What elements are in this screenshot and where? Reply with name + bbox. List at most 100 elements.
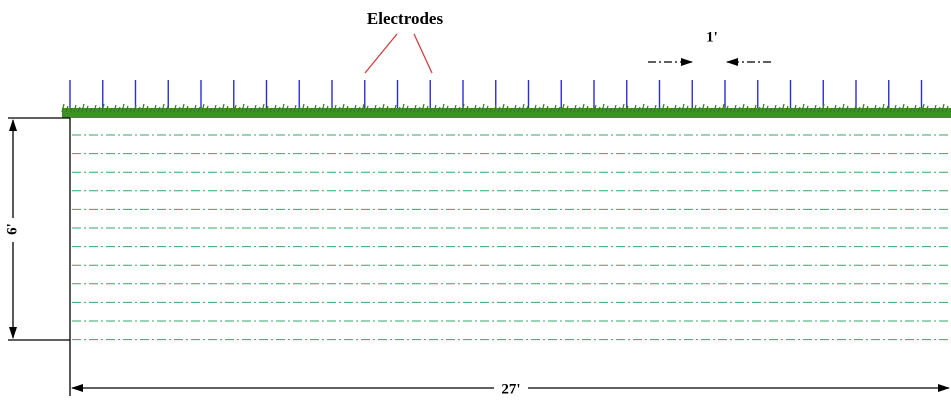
blade [553, 104, 557, 113]
blade [421, 103, 425, 113]
blade [437, 106, 441, 113]
blade [673, 104, 677, 113]
blade [229, 107, 233, 113]
blade [233, 104, 237, 113]
blade [97, 106, 101, 113]
blade [845, 105, 849, 113]
blade [609, 107, 613, 113]
blade [529, 107, 533, 113]
blade [445, 105, 449, 113]
blade [565, 105, 569, 113]
blade [205, 105, 209, 113]
blade [337, 106, 341, 113]
blade [245, 105, 249, 113]
blade [473, 104, 477, 113]
blade [669, 107, 673, 113]
blade [541, 103, 545, 113]
blade [297, 106, 301, 113]
blade [353, 104, 357, 113]
length-label: 27' [501, 381, 520, 397]
blade [941, 103, 945, 113]
blade [305, 105, 309, 113]
blade [753, 104, 757, 113]
grass [62, 108, 951, 118]
blade [269, 107, 273, 113]
pointer-line [364, 33, 398, 74]
blade [409, 107, 413, 113]
blade [817, 106, 821, 113]
blade [333, 104, 337, 113]
blade [881, 103, 885, 113]
blade [645, 105, 649, 113]
blade [341, 103, 345, 113]
blade [237, 106, 241, 113]
blade [813, 104, 817, 113]
blade [709, 107, 713, 113]
depth-label: 6' [4, 223, 20, 235]
blade [365, 105, 369, 113]
blade [277, 106, 281, 113]
blade [597, 106, 601, 113]
blade [585, 105, 589, 113]
blade [601, 103, 605, 113]
blade [505, 105, 509, 113]
blade [393, 104, 397, 113]
blade [321, 103, 325, 113]
blade [425, 105, 429, 113]
blade [201, 103, 205, 113]
blade [809, 107, 813, 113]
blade [301, 103, 305, 113]
blade [389, 107, 393, 113]
blade [145, 105, 149, 113]
soil-layers [72, 134, 951, 341]
blade [153, 104, 157, 113]
blade [805, 105, 809, 113]
blade [525, 105, 529, 113]
blade [633, 104, 637, 113]
blade [177, 106, 181, 113]
grass-blades [61, 103, 951, 113]
blade [61, 103, 65, 113]
blade [449, 107, 453, 113]
blade [361, 103, 365, 113]
blade [181, 103, 185, 113]
blade [725, 105, 729, 113]
blade [909, 107, 913, 113]
blade [653, 104, 657, 113]
blade [629, 107, 633, 113]
blade [801, 103, 805, 113]
blade [789, 107, 793, 113]
blade [293, 104, 297, 113]
blade [209, 107, 213, 113]
blade [261, 103, 265, 113]
blade [313, 104, 317, 113]
blade [693, 104, 697, 113]
blade [741, 103, 745, 113]
blade [773, 104, 777, 113]
blade [501, 103, 505, 113]
blade [289, 107, 293, 113]
blade [705, 105, 709, 113]
blade [453, 104, 457, 113]
blade [581, 103, 585, 113]
blade [257, 106, 261, 113]
blade [105, 105, 109, 113]
blade [517, 106, 521, 113]
blade [241, 103, 245, 113]
blade [917, 106, 921, 113]
blade [193, 104, 197, 113]
blade [717, 106, 721, 113]
blade [681, 103, 685, 113]
blade [377, 106, 381, 113]
blade [165, 105, 169, 113]
blade [217, 106, 221, 113]
blade [557, 106, 561, 113]
blade [929, 107, 933, 113]
blade [133, 104, 137, 113]
blade [213, 104, 217, 113]
blade [905, 105, 909, 113]
blade [101, 103, 105, 113]
blade [401, 103, 405, 113]
blade [493, 104, 497, 113]
